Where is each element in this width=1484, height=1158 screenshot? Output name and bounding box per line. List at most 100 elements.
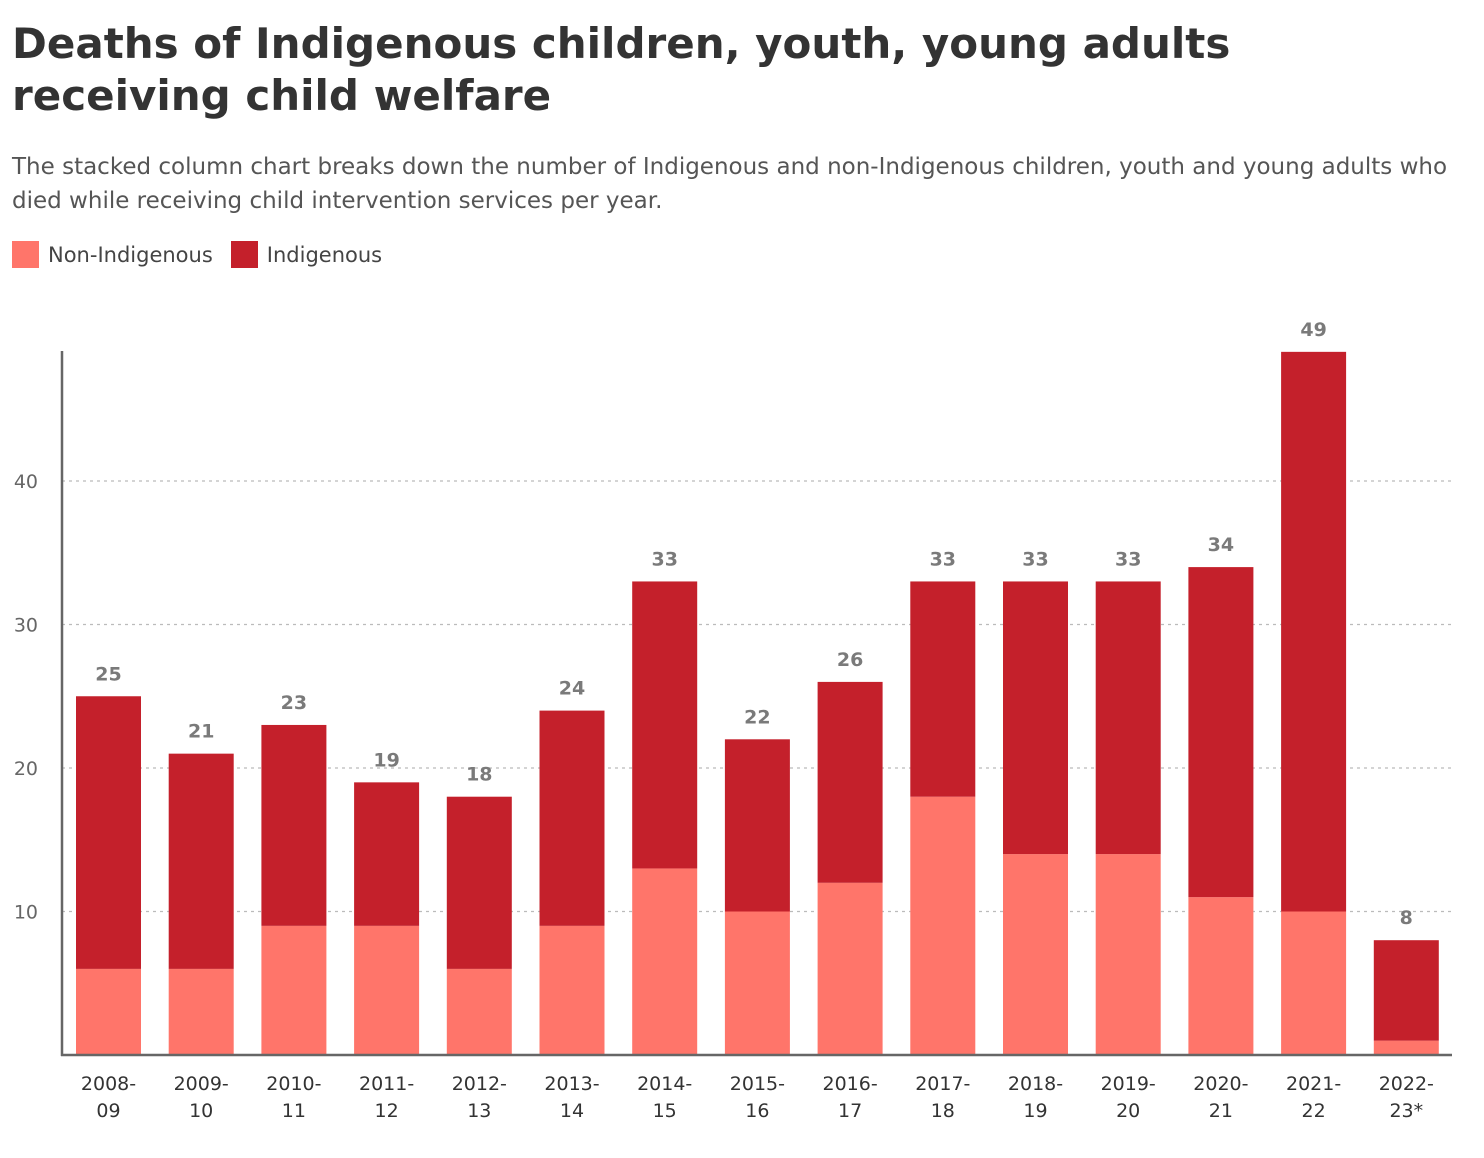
legend-item-non-indigenous: Non-Indigenous [12,241,213,268]
total-label-14: 8 [1400,907,1413,929]
x-tick-label-line: 2017- [915,1073,970,1095]
legend-swatch-indigenous [230,241,258,268]
total-label-13: 49 [1300,319,1326,341]
bar-non-indigenous-14 [1373,1040,1439,1055]
x-tick-label-line: 13 [467,1100,491,1122]
total-label-7: 22 [744,706,770,728]
total-label-1: 21 [188,721,214,743]
total-label-9: 33 [930,548,956,570]
bar-indigenous-0 [76,696,141,969]
x-tick-label-line: 2012- [452,1073,507,1095]
x-tick-label-line: 20 [1116,1100,1140,1122]
bar-indigenous-7 [724,739,790,912]
x-tick-label-line: 2015- [730,1073,785,1095]
chart-subtitle: The stacked column chart breaks down the… [12,154,1448,214]
bar-indigenous-14 [1373,940,1439,1041]
bar-indigenous-12 [1188,567,1254,898]
bar-non-indigenous-6 [632,868,698,1055]
legend-item-indigenous: Indigenous [230,241,383,268]
x-tick-label-6: 2014- 15 [637,1073,692,1122]
total-label-4: 18 [466,764,492,786]
bar-non-indigenous-5 [539,925,605,1055]
x-tick-label-line: 2008- [81,1073,136,1095]
x-tick-label-4: 2012- 13 [452,1073,507,1122]
x-tick-label-line: 14 [560,1100,584,1122]
x-tick-label-line: 2014- [637,1073,692,1095]
x-tick-label-line: 23* [1389,1100,1423,1122]
x-tick-label-line: 2016- [822,1073,877,1095]
x-tick-label-line: 10 [189,1100,213,1122]
bar-indigenous-3 [354,782,420,926]
total-label-2: 23 [281,692,307,714]
x-tick-label-7: 2015- 16 [730,1073,785,1122]
x-tick-label-line: 21 [1209,1100,1233,1122]
x-tick-label-13: 2021- 22 [1286,1073,1341,1122]
x-tick-label-8: 2016- 17 [822,1073,877,1122]
y-tick-label-40: 40 [14,471,38,493]
x-tick-label-line: 2022- [1379,1073,1434,1095]
bar-indigenous-9 [910,581,976,797]
total-label-11: 33 [1115,548,1141,570]
total-label-3: 19 [373,749,399,771]
x-tick-label-2: 2010- 11 [266,1073,321,1122]
total-label-6: 33 [651,548,677,570]
legend-swatch-non-indigenous [12,241,39,268]
x-tick-label-line: 2021- [1286,1073,1341,1095]
bar-non-indigenous-3 [354,925,420,1055]
x-tick-label-line: 2011- [359,1073,414,1095]
bar-non-indigenous-7 [724,911,790,1055]
bar-non-indigenous-12 [1188,897,1254,1055]
y-tick-label-20: 20 [14,758,38,780]
x-tick-label-line: 09 [96,1100,120,1122]
x-tick-label-line: 12 [375,1100,399,1122]
bar-indigenous-6 [632,581,698,869]
x-tick-label-11: 2019- 20 [1101,1073,1156,1122]
legend-label-non-indigenous: Non-Indigenous [48,242,213,267]
bar-indigenous-11 [1095,581,1161,855]
x-tick-label-line: 2020- [1193,1073,1248,1095]
bar-non-indigenous-10 [1003,854,1068,1055]
x-tick-label-9: 2017- 18 [915,1073,970,1122]
bar-non-indigenous-1 [168,968,234,1055]
bar-non-indigenous-2 [261,925,327,1055]
x-tick-label-0: 2008- 09 [81,1073,136,1122]
bar-non-indigenous-8 [817,882,883,1055]
x-tick-label-line: 16 [745,1100,769,1122]
y-tick-label-30: 30 [14,615,38,637]
x-tick-label-14: 2022- 23* [1379,1073,1434,1122]
bar-non-indigenous-11 [1095,854,1161,1055]
x-tick-label-5: 2013- 14 [544,1073,599,1122]
x-tick-label-line: 2009- [174,1073,229,1095]
x-tick-label-line: 17 [838,1100,862,1122]
x-tick-label-line: 2013- [544,1073,599,1095]
x-tick-label-10: 2018- 19 [1008,1073,1063,1122]
x-tick-label-line: 2018- [1008,1073,1063,1095]
bar-non-indigenous-13 [1281,911,1347,1055]
x-tick-label-12: 2020- 21 [1193,1073,1248,1122]
total-label-12: 34 [1208,534,1234,556]
bar-indigenous-5 [539,710,605,926]
x-tick-label-1: 2009- 10 [174,1073,229,1122]
legend-label-indigenous: Indigenous [266,242,383,267]
chart-title: Deaths of Indigenous children, youth, yo… [12,19,1231,120]
total-label-5: 24 [559,678,585,700]
bar-indigenous-1 [168,753,234,969]
bar-non-indigenous-4 [446,968,512,1055]
bar-indigenous-2 [261,724,327,926]
legend: Non-Indigenous Indigenous [12,241,382,268]
x-tick-label-line: 15 [653,1100,677,1122]
x-tick-label-line: 18 [931,1100,955,1122]
bar-non-indigenous-0 [76,968,141,1055]
x-tick-label-line: 22 [1302,1100,1326,1122]
x-tick-label-line: 11 [282,1100,306,1122]
total-label-0: 25 [95,663,121,685]
total-label-8: 26 [837,649,863,671]
bar-indigenous-8 [817,681,883,883]
x-tick-label-3: 2011- 12 [359,1073,414,1122]
y-tick-label-10: 10 [14,902,38,924]
bar-indigenous-10 [1003,581,1068,855]
total-label-10: 33 [1022,548,1048,570]
bar-non-indigenous-9 [910,796,976,1055]
x-tick-label-line: 19 [1023,1100,1047,1122]
